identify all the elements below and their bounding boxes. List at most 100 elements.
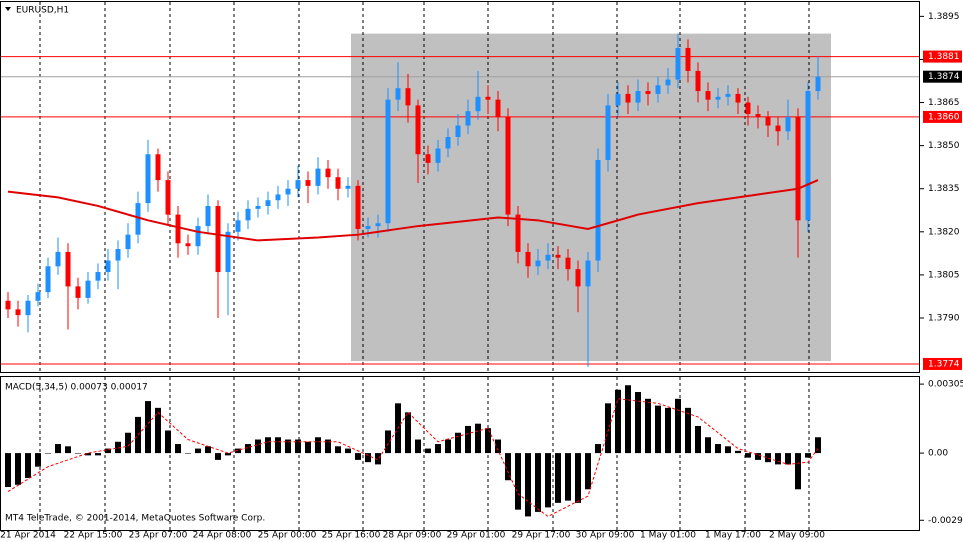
candle-body — [725, 93, 731, 97]
candle-body — [205, 205, 211, 227]
histogram-bar — [675, 398, 681, 454]
candle-body — [185, 243, 191, 247]
candle-body — [655, 85, 661, 94]
candle-body — [795, 116, 801, 221]
candle-body — [525, 251, 531, 267]
candle-body — [175, 214, 181, 244]
histogram-bar — [735, 450, 741, 454]
candle-body — [605, 105, 611, 160]
y-tick-label: 1.3820 — [928, 227, 960, 237]
candle-body — [665, 79, 671, 86]
candle-body — [15, 309, 21, 316]
x-tick-label: 29 Apr 01:00 — [447, 531, 506, 541]
candle-body — [45, 266, 51, 293]
macd-panel-frame — [0, 376, 920, 531]
candle-body — [75, 286, 81, 298]
candle-body — [565, 257, 571, 270]
histogram-bar — [315, 437, 321, 454]
candle-body — [155, 154, 161, 181]
x-tick-label: 2 May 09:00 — [769, 531, 825, 541]
histogram-bar — [45, 453, 51, 454]
histogram-bar — [545, 453, 551, 508]
histogram-bar — [35, 453, 41, 467]
histogram-bar — [425, 448, 431, 454]
moving-average — [7, 179, 819, 242]
histogram-bar — [65, 446, 71, 454]
candle-body — [685, 47, 691, 71]
candle-body — [415, 105, 421, 155]
candle-body — [5, 300, 11, 310]
histogram-bar — [515, 453, 521, 510]
histogram-bar — [815, 437, 821, 454]
candle-body — [195, 226, 201, 247]
x-tick-label: 1 May 01:00 — [640, 531, 696, 541]
candle-body — [335, 177, 341, 189]
candle-body — [475, 96, 481, 112]
histogram-bar — [415, 439, 421, 454]
candle-body — [785, 116, 791, 132]
candle-body — [695, 70, 701, 92]
histogram-bar — [325, 439, 331, 454]
level-label: 1.3860 — [928, 112, 960, 122]
candle-body — [745, 102, 751, 115]
candle-body — [495, 99, 501, 117]
histogram-bar — [705, 437, 711, 454]
signal-line — [7, 398, 819, 518]
histogram-bar — [265, 437, 271, 454]
x-tick-label: 21 Apr 2014 — [0, 531, 56, 541]
candle-body — [105, 260, 111, 273]
histogram-bar — [125, 432, 131, 454]
x-tick-label: 25 Apr 00:00 — [258, 531, 317, 541]
bid-label: 1.3874 — [928, 72, 960, 82]
candle-body — [25, 300, 31, 316]
candle-body — [325, 168, 331, 178]
histogram-bar — [375, 453, 381, 465]
histogram-bar — [605, 403, 611, 454]
x-tick-label: 30 Apr 09:00 — [576, 531, 635, 541]
y-tick-label: 1.3835 — [928, 184, 960, 194]
candle-body — [455, 125, 461, 138]
x-tick-label: 28 Apr 09:00 — [383, 531, 442, 541]
histogram-bar — [85, 453, 91, 456]
histogram-bar — [805, 453, 811, 458]
y-tick-label: 1.3865 — [928, 98, 960, 108]
histogram-bar — [15, 453, 21, 485]
histogram-bar — [255, 439, 261, 454]
histogram-bar — [305, 441, 311, 454]
background-layer — [351, 33, 831, 362]
histogram-bar — [155, 407, 161, 454]
level-label-box — [923, 110, 962, 123]
candle-body — [545, 254, 551, 261]
histogram-bar — [285, 439, 291, 454]
histogram-bar — [525, 453, 531, 517]
histogram-bar — [185, 453, 191, 454]
candle-body — [615, 93, 621, 106]
candle-body — [55, 251, 61, 267]
candle-body — [575, 269, 581, 287]
candle-body — [115, 249, 121, 261]
histogram-bar — [115, 441, 121, 454]
histogram-bar — [555, 453, 561, 503]
histogram-bar — [625, 385, 631, 454]
candle-body — [305, 180, 311, 186]
plot-layer — [1, 2, 920, 530]
histogram-bar — [485, 428, 491, 454]
histogram-bar — [775, 453, 781, 465]
candle-body — [135, 203, 141, 235]
histogram-bar — [725, 446, 731, 454]
histogram-bar — [655, 405, 661, 454]
x-tick-label: 29 Apr 17:00 — [512, 531, 571, 541]
histogram-bar — [335, 446, 341, 454]
candle-body — [675, 47, 681, 80]
level-label-box — [923, 357, 962, 370]
candle-body — [225, 231, 231, 273]
histogram-bar — [575, 453, 581, 503]
histogram-bar — [205, 446, 211, 454]
candle-body — [215, 205, 221, 273]
level-label: 1.3881 — [928, 52, 960, 62]
histogram-bar — [795, 453, 801, 490]
candle-body — [385, 99, 391, 224]
candle-body — [265, 200, 271, 206]
indicator-title: MACD(5,34,5) 0.00073 0.00017 — [5, 383, 148, 393]
candle-body — [715, 96, 721, 100]
